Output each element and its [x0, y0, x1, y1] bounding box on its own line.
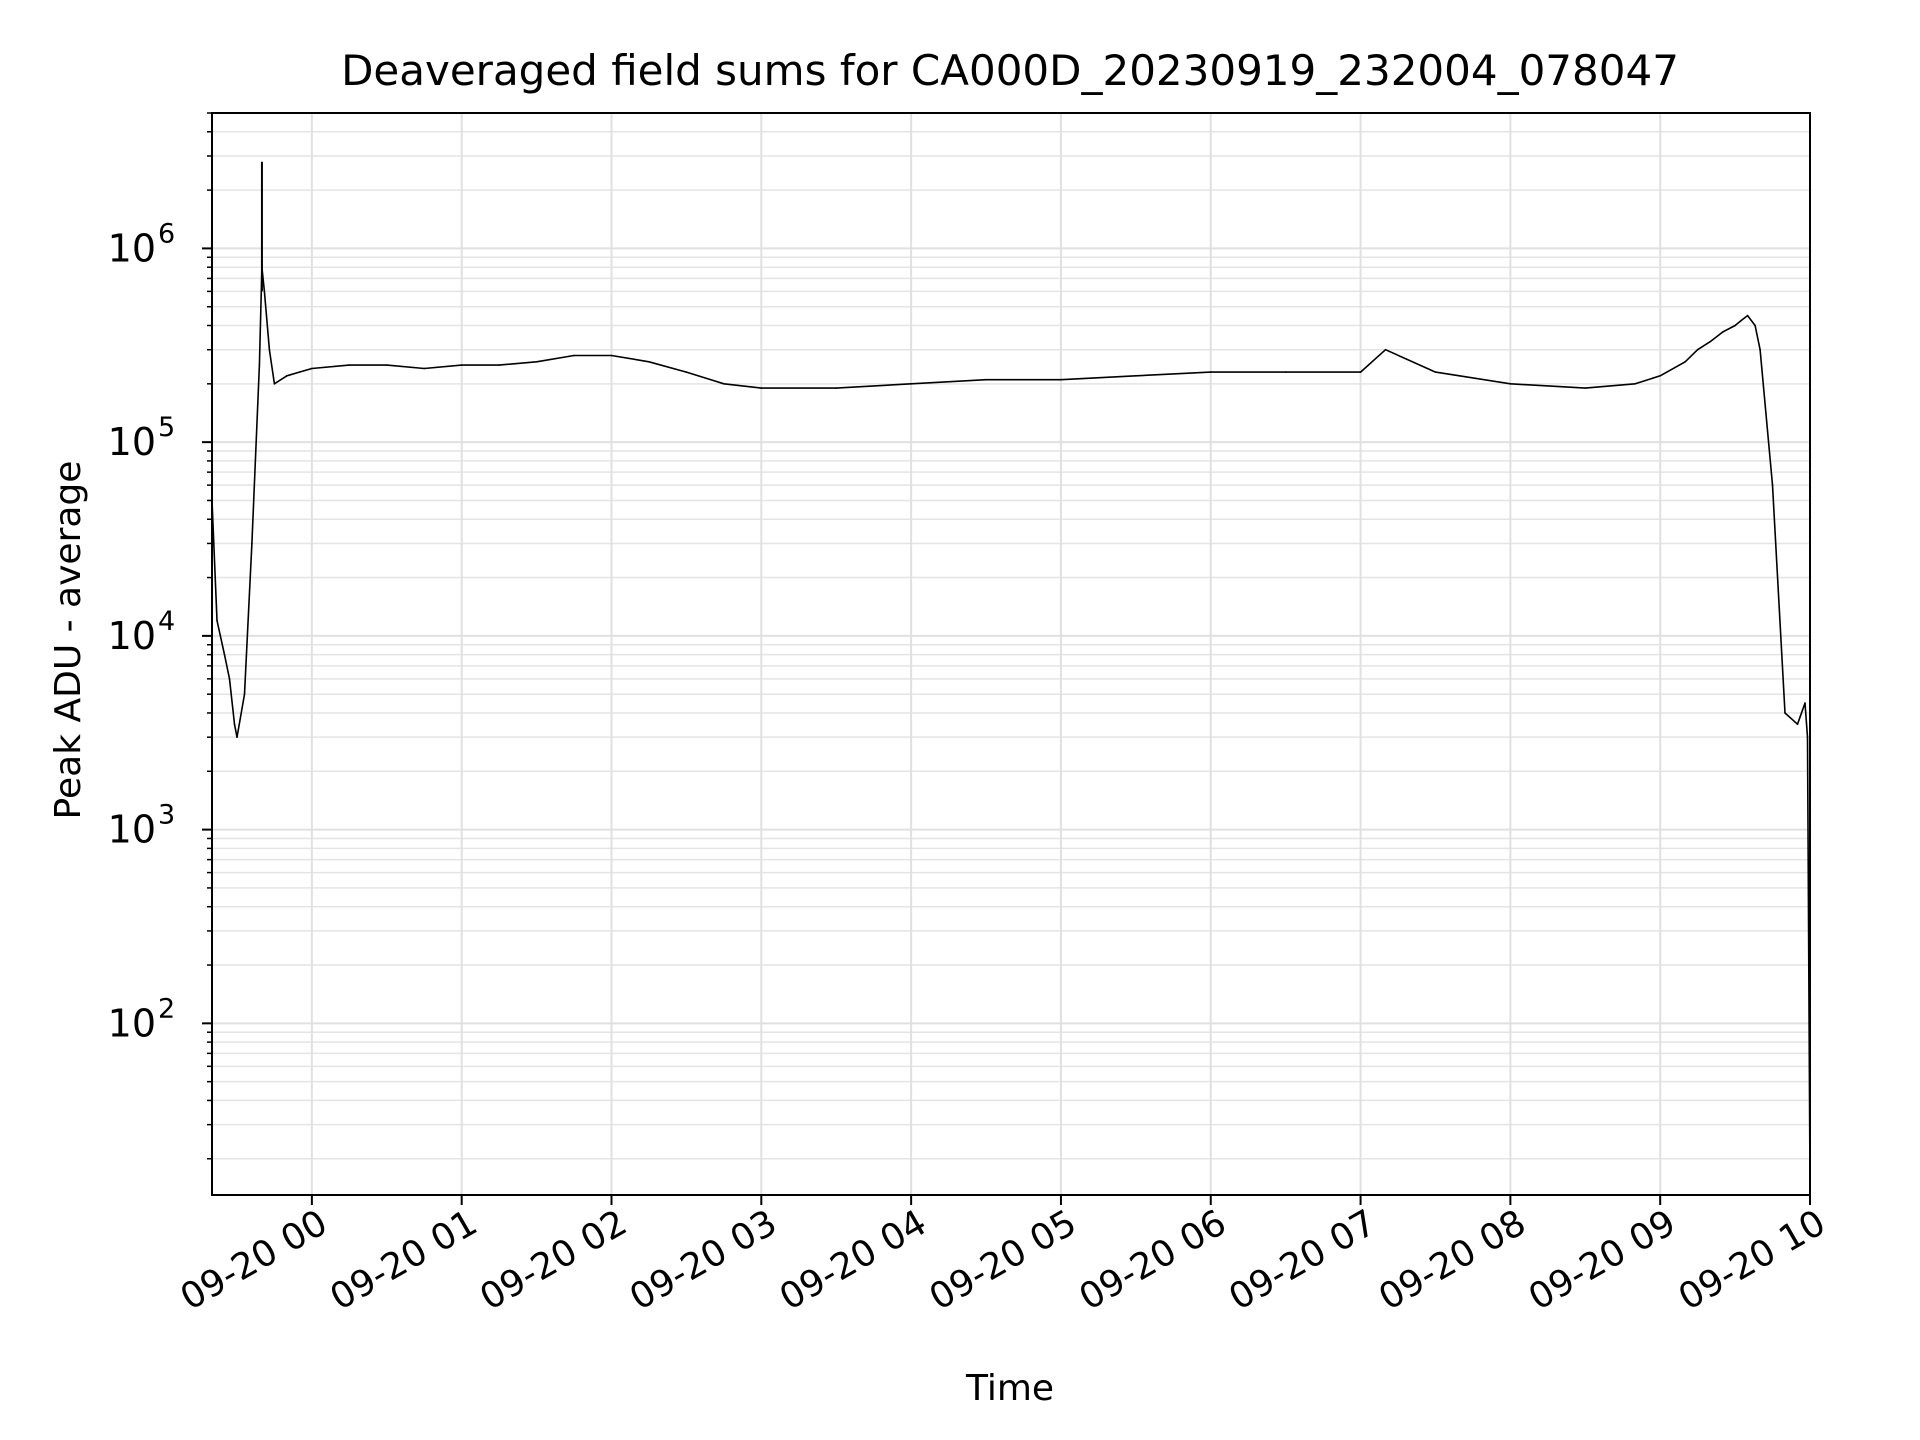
data-point [1754, 324, 1756, 327]
data-point [1721, 331, 1724, 333]
data-point [1284, 371, 1287, 373]
data-point [723, 383, 725, 385]
data-point [385, 364, 388, 366]
chart-title: Deaveraged field sums for CA000D_2023091… [341, 46, 1679, 95]
data-point [1684, 360, 1686, 363]
data-point [1709, 340, 1711, 343]
data-point [423, 367, 426, 370]
data-point [1634, 383, 1637, 385]
data-point [1584, 387, 1587, 389]
y-tick-label: 10 [108, 420, 156, 464]
data-point [1734, 324, 1736, 327]
data-point [243, 693, 246, 695]
y-tick-label-exponent: 2 [158, 993, 175, 1024]
data-point [348, 364, 351, 366]
data-point [1796, 723, 1799, 726]
data-point [1384, 348, 1387, 351]
data-point [273, 383, 276, 385]
data-point [1209, 371, 1212, 373]
data-point [236, 736, 238, 738]
data-point [1804, 702, 1806, 704]
y-tick-label: 10 [108, 808, 156, 852]
x-axis-label: Time [965, 1368, 1054, 1409]
data-point [685, 371, 688, 373]
data-point [258, 364, 261, 366]
data-point [460, 364, 463, 366]
data-point [1771, 484, 1774, 486]
y-tick-label-exponent: 4 [158, 606, 175, 637]
data-point [910, 383, 912, 385]
major-gridlines [212, 113, 1811, 1195]
y-tick-label-exponent: 3 [158, 800, 175, 831]
data-point [1784, 712, 1786, 714]
data-point [535, 360, 538, 363]
data-point [498, 364, 500, 366]
data-point [1746, 314, 1749, 317]
data-point [610, 354, 613, 357]
data-point [286, 375, 288, 377]
data-point [1434, 371, 1437, 373]
data-point [251, 542, 253, 545]
y-tick-label: 10 [108, 614, 156, 658]
data-point [228, 678, 231, 680]
y-tick-label-exponent: 6 [158, 218, 175, 249]
y-tick-label: 10 [108, 226, 156, 270]
data-point [216, 619, 218, 622]
data-point [985, 378, 987, 381]
y-tick-label-exponent: 5 [158, 412, 175, 443]
data-point [760, 387, 763, 389]
y-axis-label: Peak ADU - average [48, 461, 89, 820]
data-point [1509, 383, 1512, 385]
data-point [1060, 378, 1062, 381]
data-point [263, 290, 266, 293]
data-point [1659, 375, 1661, 377]
data-point [1135, 375, 1137, 377]
data-point [268, 348, 271, 351]
series-layer [211, 161, 1811, 1184]
data-point [233, 723, 236, 726]
data-point [1359, 371, 1362, 373]
data-point [1741, 318, 1744, 321]
data-point [298, 371, 301, 373]
data-point [1696, 348, 1699, 351]
y-tick-label: 10 [108, 1001, 156, 1045]
data-point [1759, 348, 1761, 351]
data-point [573, 354, 575, 357]
data-point [648, 360, 650, 363]
data-point [835, 387, 838, 389]
data-point [311, 367, 313, 370]
data-point [1806, 736, 1809, 738]
data-point [223, 653, 226, 656]
